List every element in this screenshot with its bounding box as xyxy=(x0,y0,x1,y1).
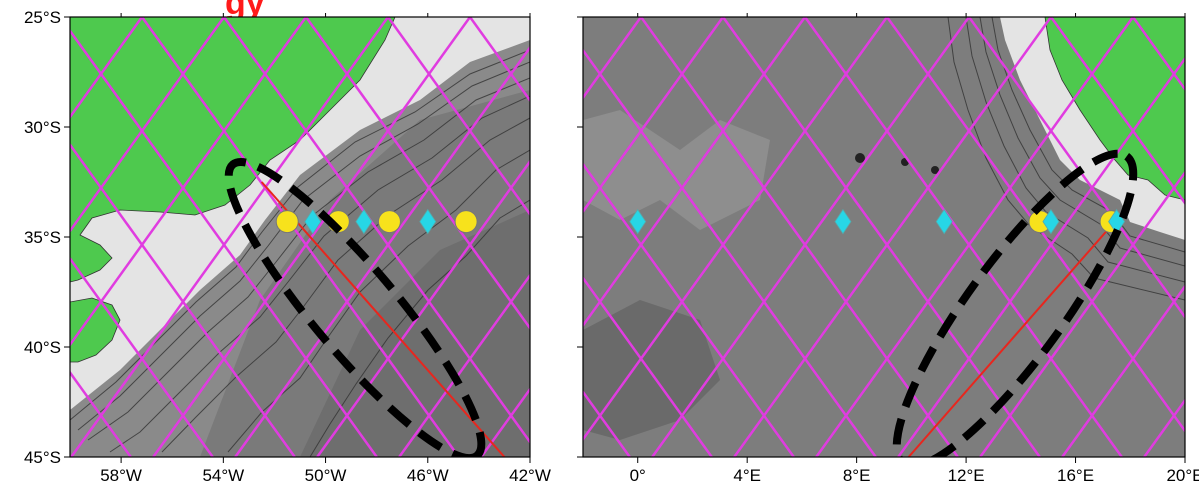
altimeter-track xyxy=(1061,284,1185,457)
lon-tick-label: 12°E xyxy=(948,466,985,485)
right-seamount xyxy=(855,153,865,163)
altimeter-track xyxy=(140,17,460,457)
altimeter-track xyxy=(803,17,1123,457)
lat-tick-label: 35°S xyxy=(24,228,61,247)
altimeter-track xyxy=(70,17,390,457)
lon-tick-label: 54°W xyxy=(202,466,244,485)
altimeter-track xyxy=(398,273,530,457)
diamond-marker xyxy=(629,208,647,235)
altimeter-track xyxy=(152,17,472,457)
right-map-panel: 0° 4°E 8°E 12°E 16°E 20°E xyxy=(582,13,1199,485)
lon-tick-label: 58°W xyxy=(100,466,142,485)
diamond-marker xyxy=(355,208,373,235)
diamond-marker xyxy=(304,208,322,235)
left-map-panel: 25°S 30°S 35°S 40°S 45°S 58°W 54°W 50°W 46°W 42°… xyxy=(24,8,583,485)
right-ridge-texture-2 xyxy=(583,300,720,440)
altimeter-track xyxy=(1049,17,1185,206)
altimeter-track xyxy=(651,17,971,457)
altimeter-track xyxy=(70,28,378,457)
altimeter-track xyxy=(583,17,643,100)
lon-tick-label: 46°W xyxy=(407,466,449,485)
lon-tick-label: 0° xyxy=(630,466,646,485)
diamond-marker xyxy=(1042,208,1060,235)
altimeter-track xyxy=(70,17,226,234)
altimeter-track xyxy=(583,17,889,442)
altimeter-track xyxy=(583,162,795,457)
altimeter-track xyxy=(979,170,1185,457)
lon-tick-label: 20°E xyxy=(1166,466,1199,485)
altimeter-track xyxy=(639,17,959,457)
altimeter-track xyxy=(583,48,877,457)
altimeter-track xyxy=(815,17,1135,457)
diamond-marker xyxy=(935,208,953,235)
altimeter-track xyxy=(386,17,530,217)
lat-tick-label: 30°S xyxy=(24,118,61,137)
left-lon-axis: 58°W 54°W 50°W 46°W 42°W xyxy=(100,13,551,485)
altimeter-track xyxy=(222,17,530,445)
altimeter-track xyxy=(897,56,1185,457)
diamond-marker xyxy=(419,208,437,235)
lon-tick-label: 42°W xyxy=(509,466,551,485)
lat-tick-label: 40°S xyxy=(24,338,61,357)
altimeter-track xyxy=(967,17,1185,320)
altimeter-track xyxy=(583,275,713,457)
left-highlight-ellipse xyxy=(224,157,486,457)
lat-tick-label: 45°S xyxy=(24,448,61,467)
altimeter-track xyxy=(70,17,308,347)
lon-tick-label: 8°E xyxy=(843,466,871,485)
altimeter-track xyxy=(304,17,530,331)
right-highlight-ellipse xyxy=(892,149,1138,457)
altimeter-track xyxy=(70,142,296,457)
right-map-frame xyxy=(582,16,1186,458)
circle-marker xyxy=(275,210,299,234)
diamond-marker xyxy=(834,208,852,235)
lon-tick-label: 4°E xyxy=(733,466,761,485)
left-lat-axis: 25°S 30°S 35°S 40°S 45°S xyxy=(24,8,583,467)
altimeter-track xyxy=(70,256,214,457)
altimeter-track xyxy=(234,45,530,457)
lon-tick-label: 50°W xyxy=(305,466,347,485)
altimeter-track xyxy=(468,17,530,103)
right-section-line xyxy=(907,203,1132,457)
altimeter-track xyxy=(583,17,807,328)
altimeter-track xyxy=(885,17,1185,434)
altimeter-track xyxy=(70,17,144,120)
altimeter-track xyxy=(721,17,1041,457)
right-altimeter-tracks xyxy=(583,17,1185,457)
altimeter-track xyxy=(70,370,132,457)
altimeter-track xyxy=(583,17,725,214)
left-section-line xyxy=(260,181,506,457)
lat-tick-label: 25°S xyxy=(24,8,61,27)
right-seamount xyxy=(931,166,939,174)
right-lon-axis: 0° 4°E 8°E 12°E 16°E 20°E xyxy=(630,13,1199,485)
lon-tick-label: 16°E xyxy=(1057,466,1094,485)
left-abyssal-plain xyxy=(300,210,530,457)
right-ridge-texture xyxy=(583,110,770,230)
altimeter-track xyxy=(733,17,1053,457)
circle-marker xyxy=(377,210,401,234)
circle-marker xyxy=(454,210,478,234)
